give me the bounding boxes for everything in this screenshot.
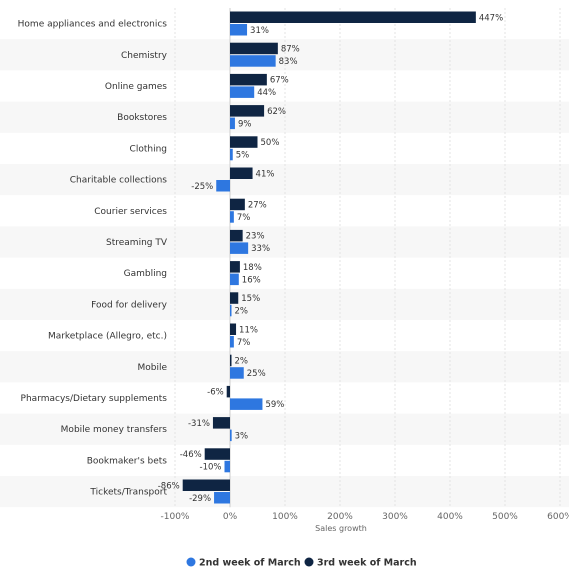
category-label: Bookstores [117, 113, 167, 123]
data-label: 67% [270, 76, 289, 86]
x-tick-label: 600% [547, 512, 569, 522]
bar-2nd-week [230, 24, 248, 36]
x-tick-label: 0% [223, 512, 238, 522]
legend-item-label[interactable]: 3rd week of March [317, 558, 417, 569]
x-tick-label: 500% [492, 512, 518, 522]
legend-marker[interactable] [304, 557, 314, 567]
category-label: Mobile money transfers [61, 425, 168, 435]
bar-3rd-week [230, 73, 267, 86]
bar-2nd-week [230, 211, 234, 223]
data-label: 16% [242, 275, 261, 285]
data-label: -10% [200, 463, 222, 473]
data-label: -29% [189, 494, 211, 504]
bar-3rd-week [230, 105, 265, 117]
x-tick-label: 100% [272, 512, 298, 522]
bar-3rd-week [230, 323, 237, 335]
data-label: 15% [241, 294, 260, 304]
legend-item-label[interactable]: 2nd week of March [199, 558, 301, 569]
data-label: 41% [256, 169, 275, 179]
bar-2nd-week [230, 117, 235, 130]
category-label: Bookmaker's bets [87, 456, 168, 466]
bar-3rd-week [230, 229, 243, 242]
bar-2nd-week [230, 273, 239, 286]
bar-3rd-week [204, 448, 230, 460]
category-label: Online games [105, 82, 167, 92]
data-label: -86% [158, 481, 180, 491]
category-label: Pharmacys/Dietary supplements [21, 394, 168, 404]
bar-2nd-week [230, 367, 244, 379]
data-label: 9% [238, 119, 252, 129]
legend-marker[interactable] [186, 557, 196, 567]
category-label: Tickets/Transport [89, 488, 167, 498]
data-label: 25% [247, 369, 266, 379]
data-label: -46% [180, 450, 202, 460]
data-label: 50% [261, 138, 280, 148]
bar-3rd-week [212, 417, 230, 429]
data-label: 5% [236, 151, 250, 161]
bar-2nd-week [230, 304, 232, 317]
bar-2nd-week [224, 460, 230, 473]
data-label: 87% [281, 44, 300, 54]
x-tick-label: 300% [382, 512, 408, 522]
data-label: 11% [239, 325, 258, 335]
bar-2nd-week [230, 429, 232, 442]
data-label: 447% [479, 13, 503, 23]
data-label: 2% [235, 307, 249, 317]
bar-3rd-week [230, 292, 239, 304]
bar-3rd-week [230, 136, 258, 148]
category-label: Streaming TV [106, 238, 168, 248]
data-label: 59% [265, 400, 284, 410]
bar-2nd-week [230, 336, 234, 348]
category-label: Gambling [124, 269, 167, 279]
data-label: 83% [279, 57, 298, 67]
data-label: -31% [188, 419, 210, 429]
bar-3rd-week [230, 167, 253, 179]
bar-3rd-week [182, 479, 230, 491]
category-label: Food for delivery [91, 300, 167, 310]
category-label: Courier services [94, 207, 167, 217]
bar-2nd-week [230, 148, 233, 161]
category-label: Marketplace (Allegro, etc.) [48, 332, 167, 342]
x-tick-label: -100% [161, 512, 190, 522]
data-label: 31% [250, 26, 269, 36]
bar-3rd-week [230, 198, 245, 211]
bar-3rd-week [230, 11, 476, 23]
category-label: Mobile [137, 363, 167, 373]
bar-3rd-week [230, 42, 278, 55]
data-label: 18% [243, 263, 262, 273]
bar-3rd-week [226, 385, 230, 398]
bar-2nd-week [230, 55, 276, 67]
data-label: 2% [235, 356, 249, 366]
data-label: 7% [237, 213, 251, 223]
category-label: Chemistry [121, 51, 168, 61]
bar-2nd-week [214, 492, 230, 504]
data-label: 33% [251, 244, 270, 254]
bar-2nd-week [230, 398, 263, 410]
bar-3rd-week [230, 261, 240, 273]
category-label: Clothing [130, 144, 167, 154]
x-tick-label: 200% [327, 512, 353, 522]
data-label: 44% [257, 88, 276, 98]
data-label: -25% [191, 182, 213, 192]
bar-2nd-week [230, 242, 249, 254]
category-label: Home appliances and electronics [18, 20, 168, 30]
x-axis-title: Sales growth [315, 524, 367, 533]
data-label: 27% [248, 200, 267, 210]
bar-3rd-week [230, 354, 232, 367]
data-label: 3% [235, 431, 249, 441]
data-label: -6% [207, 388, 224, 398]
data-label: 7% [237, 338, 251, 348]
data-label: 23% [246, 232, 265, 242]
category-label: Charitable collections [70, 176, 168, 186]
x-tick-label: 400% [437, 512, 463, 522]
data-label: 62% [267, 107, 286, 117]
bar-2nd-week [216, 180, 230, 192]
bar-2nd-week [230, 86, 255, 98]
